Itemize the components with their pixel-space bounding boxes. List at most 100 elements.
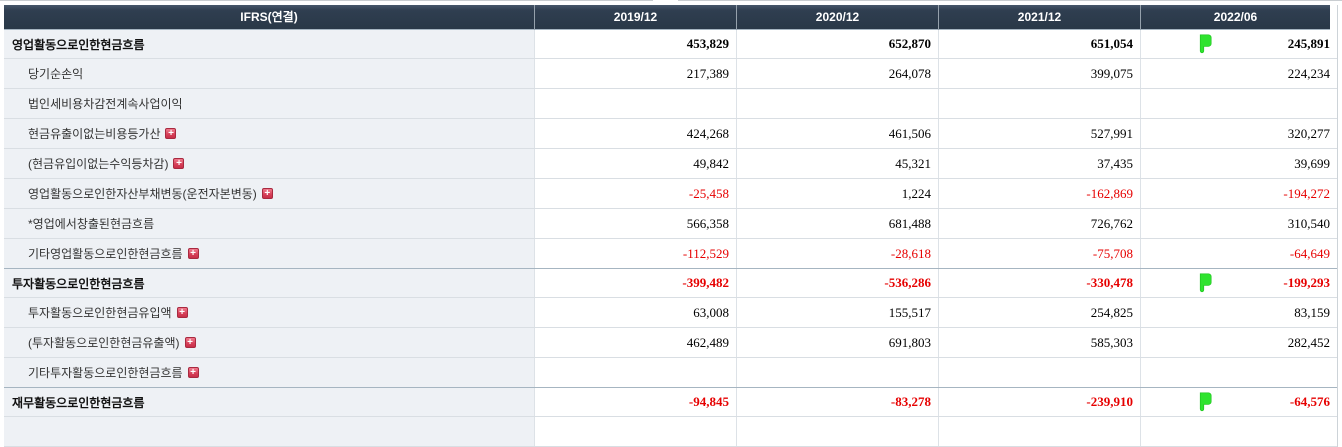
- header-filler: [1330, 5, 1337, 30]
- green-flag-icon[interactable]: [1198, 34, 1212, 54]
- expand-icon[interactable]: +: [176, 307, 188, 318]
- value-text: -536,286: [884, 275, 931, 290]
- row-label: (현금유입이없는수익등차감) +: [4, 149, 534, 178]
- row-label-text: 법인세비용차감전계속사업이익: [28, 97, 183, 111]
- value-text: 462,489: [686, 334, 729, 350]
- expand-icon[interactable]: +: [184, 337, 196, 348]
- cell-value: 254,825: [938, 298, 1140, 327]
- column-header-period: 2022/06: [1140, 5, 1330, 30]
- value-text: 320,277: [1287, 125, 1330, 141]
- cell-value: 282,452: [1140, 328, 1337, 357]
- cell-value: 566,358: [534, 209, 736, 238]
- cell-value: 462,489: [534, 328, 736, 357]
- value-text: 566,358: [686, 215, 729, 231]
- expand-icon[interactable]: +: [165, 128, 177, 139]
- value-text: 224,234: [1287, 65, 1330, 81]
- cashflow-statement-table: IFRS(연결) 2019/12 2020/12 2021/12 2022/06 영업…: [4, 5, 1338, 447]
- row-label-text: 기타영업활동으로인한현금흐름: [28, 247, 183, 261]
- cell-value: [1140, 417, 1337, 446]
- value-text: 681,488: [888, 215, 931, 231]
- cell-value: [736, 89, 938, 118]
- value-text: -112,529: [682, 245, 729, 261]
- table-row: 기타영업활동으로인한현금흐름 + -112,529 -28,618 -75,708 -64…: [4, 239, 1337, 269]
- value-text: 45,321: [895, 155, 931, 171]
- cell-value: 83,159: [1140, 298, 1337, 327]
- table-body: 영업활동으로인한현금흐름 453,829 652,870 651,054 245,891…: [4, 29, 1337, 447]
- value-text: 264,078: [888, 65, 931, 81]
- row-label: (투자활동으로인한현금유출액) +: [4, 328, 534, 357]
- value-text: 691,803: [888, 334, 931, 350]
- value-text: 310,540: [1287, 215, 1330, 231]
- expand-icon[interactable]: +: [187, 367, 199, 378]
- cell-value: [534, 358, 736, 387]
- value-text: 217,389: [686, 65, 729, 81]
- cell-value: -112,529: [534, 239, 736, 268]
- value-text: 49,842: [693, 155, 729, 171]
- table-row: 현금유출이없는비용등가산 +424,268 461,506 527,991 320,27…: [4, 119, 1337, 149]
- value-text: 527,991: [1090, 125, 1133, 141]
- cell-value: -25,458: [534, 179, 736, 208]
- expand-icon[interactable]: +: [261, 188, 273, 199]
- cell-value: [1140, 89, 1337, 118]
- value-text: -399,482: [682, 275, 729, 290]
- cell-value: 37,435: [938, 149, 1140, 178]
- row-label: *영업에서창출된현금흐름: [4, 209, 534, 238]
- value-text: 461,506: [888, 125, 931, 141]
- row-label-text: 기타투자활동으로인한현금흐름: [28, 366, 183, 380]
- value-text: 651,054: [1090, 36, 1133, 51]
- cell-value: 217,389: [534, 59, 736, 88]
- value-text: -330,478: [1086, 275, 1133, 290]
- cell-value: 399,075: [938, 59, 1140, 88]
- value-text: 585,303: [1090, 334, 1133, 350]
- expand-icon[interactable]: +: [187, 248, 199, 259]
- table-row: [4, 417, 1337, 447]
- value-text: -64,649: [1289, 245, 1330, 261]
- row-label-text: 영업활동으로인한자산부채변동(운전자본변동): [28, 187, 257, 201]
- cell-value: -64,576: [1140, 388, 1337, 416]
- top-divider-right: [678, 0, 1342, 1]
- cell-value: [736, 417, 938, 446]
- table-row: (현금유입이없는수익등차감) +49,842 45,321 37,435 39,699: [4, 149, 1337, 179]
- cell-value: [534, 417, 736, 446]
- cell-value: 63,008: [534, 298, 736, 327]
- row-label-text: 투자활동으로인한현금흐름: [12, 276, 145, 291]
- row-label: 재무활동으로인한현금흐름: [4, 388, 534, 416]
- cell-value: 424,268: [534, 119, 736, 148]
- value-text: -64,576: [1289, 394, 1330, 409]
- value-text: 37,435: [1097, 155, 1133, 171]
- cell-value: -536,286: [736, 269, 938, 297]
- value-text: 453,829: [686, 36, 729, 51]
- expand-icon[interactable]: +: [173, 158, 185, 169]
- cell-value: [938, 89, 1140, 118]
- value-text: 63,008: [693, 304, 729, 320]
- cell-value: 45,321: [736, 149, 938, 178]
- value-text: 424,268: [686, 125, 729, 141]
- table-row: 당기순손익 217,389 264,078 399,075 224,234: [4, 59, 1337, 89]
- value-text: 282,452: [1287, 334, 1330, 350]
- cell-value: 527,991: [938, 119, 1140, 148]
- cell-value: 264,078: [736, 59, 938, 88]
- cell-value: [534, 89, 736, 118]
- value-text: 245,891: [1287, 36, 1330, 51]
- row-label: 기타영업활동으로인한현금흐름 +: [4, 239, 534, 268]
- table-row: 법인세비용차감전계속사업이익: [4, 89, 1337, 119]
- green-flag-icon[interactable]: [1198, 273, 1212, 293]
- cell-value: -94,845: [534, 388, 736, 416]
- value-text: -162,869: [1086, 185, 1133, 201]
- row-label-text: *영업에서창출된현금흐름: [28, 217, 155, 231]
- value-text: -94,845: [688, 394, 729, 409]
- value-text: -75,708: [1092, 245, 1133, 261]
- value-text: 155,517: [888, 304, 931, 320]
- cell-value: -330,478: [938, 269, 1140, 297]
- cell-value: -239,910: [938, 388, 1140, 416]
- column-header-period: 2021/12: [938, 5, 1140, 30]
- row-label: 투자활동으로인한현금흐름: [4, 269, 534, 297]
- cell-value: 651,054: [938, 30, 1140, 58]
- cell-value: 691,803: [736, 328, 938, 357]
- cell-value: -64,649: [1140, 239, 1337, 268]
- green-flag-icon[interactable]: [1198, 392, 1212, 412]
- table-row: 영업활동으로인한현금흐름 453,829 652,870 651,054 245,891: [4, 29, 1337, 59]
- row-label: 기타투자활동으로인한현금흐름 +: [4, 358, 534, 387]
- value-text: 83,159: [1294, 304, 1330, 320]
- row-label-text: (투자활동으로인한현금유출액): [28, 336, 180, 350]
